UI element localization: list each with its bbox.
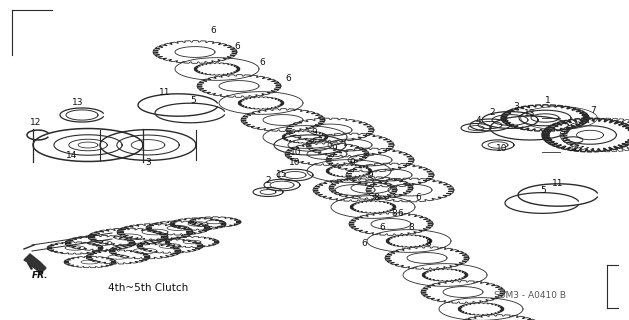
Text: 9: 9 — [367, 171, 373, 180]
Text: 6: 6 — [379, 223, 385, 233]
Text: 7: 7 — [590, 106, 596, 115]
Text: 6: 6 — [259, 58, 265, 67]
Text: 10: 10 — [496, 143, 508, 153]
Text: 13: 13 — [72, 98, 84, 107]
Text: 6: 6 — [234, 42, 240, 51]
Text: 9: 9 — [349, 157, 355, 166]
Text: 4: 4 — [475, 116, 481, 124]
Text: 3: 3 — [145, 157, 151, 166]
Text: 8: 8 — [391, 210, 397, 219]
Text: 8: 8 — [373, 194, 379, 203]
Text: 8: 8 — [408, 223, 414, 233]
Text: 6: 6 — [415, 194, 421, 203]
Text: 6: 6 — [361, 238, 367, 247]
Text: 8: 8 — [425, 238, 431, 247]
Text: 9: 9 — [331, 143, 337, 153]
Text: 11: 11 — [552, 179, 564, 188]
Text: 2: 2 — [265, 175, 271, 185]
Text: 5: 5 — [540, 186, 546, 195]
Text: 11: 11 — [159, 87, 170, 97]
Text: 14: 14 — [66, 150, 78, 159]
Text: 5: 5 — [190, 95, 196, 105]
Text: 3: 3 — [513, 101, 519, 110]
Text: 9: 9 — [311, 127, 317, 137]
Text: 4th~5th Clutch: 4th~5th Clutch — [108, 283, 188, 293]
Text: 6: 6 — [397, 210, 403, 219]
Text: 13: 13 — [524, 108, 536, 117]
Text: 12: 12 — [30, 117, 42, 126]
Text: FR.: FR. — [31, 271, 48, 281]
Polygon shape — [24, 254, 46, 274]
Text: 10: 10 — [289, 157, 301, 166]
Text: 12: 12 — [569, 143, 581, 153]
Text: 6: 6 — [210, 26, 216, 35]
Text: 2: 2 — [489, 108, 495, 116]
Text: S3M3 - A0410 B: S3M3 - A0410 B — [494, 291, 566, 300]
Text: 1: 1 — [545, 95, 551, 105]
Text: 6: 6 — [285, 74, 291, 83]
Text: 10: 10 — [290, 148, 302, 156]
Text: 15: 15 — [276, 170, 287, 179]
